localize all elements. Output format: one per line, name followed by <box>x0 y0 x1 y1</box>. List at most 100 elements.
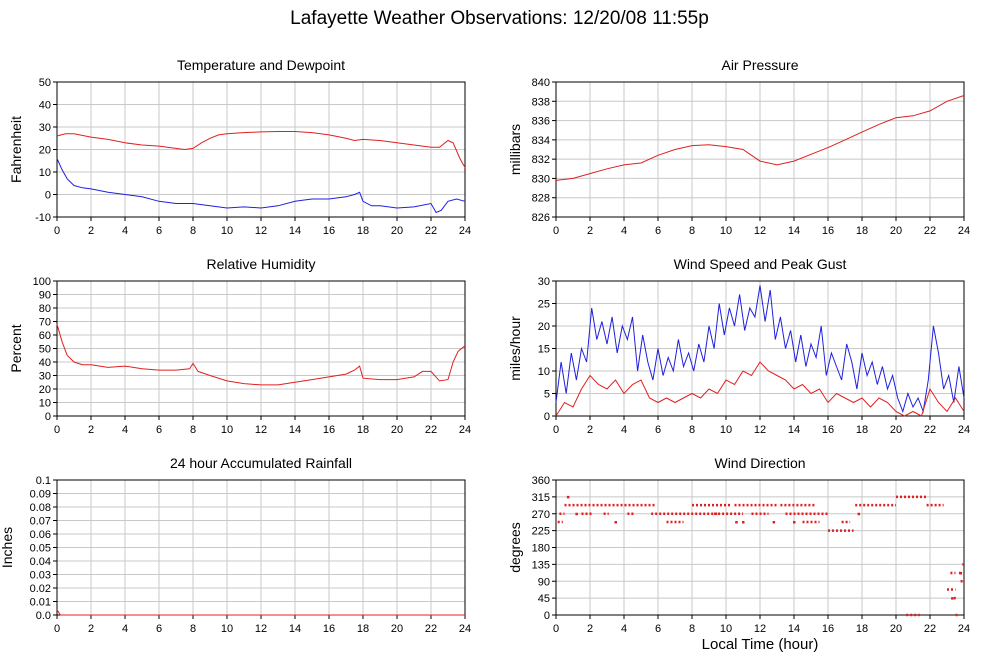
x-tick-label: 22 <box>924 623 936 635</box>
x-tick-label: 2 <box>587 424 593 436</box>
y-tick-label: 0 <box>544 411 550 423</box>
x-tick-label: 14 <box>788 623 800 635</box>
x-tick-label: 8 <box>689 623 695 635</box>
x-tick-label: 2 <box>88 623 94 635</box>
series-line-red <box>555 361 965 417</box>
x-tick-label: 24 <box>958 225 970 237</box>
x-tick-label: 8 <box>689 424 695 436</box>
x-tick-label: 10 <box>720 424 732 436</box>
y-tick-label: 0.06 <box>30 529 51 541</box>
x-tick-label: 18 <box>357 424 369 436</box>
chart-title: Air Pressure <box>721 57 798 73</box>
x-tick-label: 0 <box>553 424 559 436</box>
x-tick-label: 16 <box>323 424 335 436</box>
x-tick-label: 12 <box>255 225 267 237</box>
x-tick-label: 20 <box>890 623 902 635</box>
y-tick-label: 0.0 <box>36 610 51 622</box>
x-tick-label: 20 <box>391 424 403 436</box>
y-axis-label: Percent <box>8 324 24 372</box>
direction-point <box>566 495 570 499</box>
x-tick-label: 10 <box>221 225 233 237</box>
y-tick-label: 0.09 <box>30 489 51 501</box>
x-tick-label: 18 <box>856 424 868 436</box>
x-tick-label: 18 <box>856 623 868 635</box>
y-tick-label: 832 <box>532 154 550 166</box>
series-line-red <box>56 131 466 168</box>
x-tick-label: 0 <box>553 623 559 635</box>
y-tick-label: 50 <box>39 77 51 89</box>
direction-point <box>742 521 745 524</box>
x-tick-label: 2 <box>587 623 593 635</box>
x-tick-label: 8 <box>190 623 196 635</box>
x-tick-label: 16 <box>822 623 834 635</box>
y-tick-label: 40 <box>39 357 51 369</box>
x-tick-label: 16 <box>822 424 834 436</box>
x-tick-label: 16 <box>323 225 335 237</box>
x-tick-label: 14 <box>788 225 800 237</box>
x-tick-label: 20 <box>391 623 403 635</box>
x-tick-label: 18 <box>856 225 868 237</box>
x-tick-label: 22 <box>924 225 936 237</box>
y-tick-label: 180 <box>532 543 550 555</box>
y-tick-label: 50 <box>39 344 51 356</box>
x-tick-label: 14 <box>289 623 301 635</box>
x-tick-label: 24 <box>459 225 471 237</box>
y-tick-label: 30 <box>39 122 51 134</box>
x-tick-label: 2 <box>88 225 94 237</box>
y-tick-label: -10 <box>35 212 51 224</box>
x-tick-label: 20 <box>890 424 902 436</box>
x-tick-label: 0 <box>54 623 60 635</box>
y-tick-label: 826 <box>532 212 550 224</box>
x-tick-label: 10 <box>221 623 233 635</box>
y-tick-label: 45 <box>538 593 550 605</box>
y-tick-label: 100 <box>33 276 51 288</box>
x-tick-label: 8 <box>190 225 196 237</box>
y-axis-label: degrees <box>507 522 523 573</box>
y-axis-label: millibars <box>507 124 523 175</box>
x-tick-label: 18 <box>357 225 369 237</box>
direction-point <box>793 521 796 524</box>
y-tick-label: 10 <box>39 398 51 410</box>
y-tick-label: 0 <box>45 190 51 202</box>
x-tick-label: 18 <box>357 623 369 635</box>
y-tick-label: 0.05 <box>30 543 51 555</box>
x-tick-label: 12 <box>754 623 766 635</box>
y-tick-label: 838 <box>532 96 550 108</box>
y-axis-label: Fahrenheit <box>8 116 24 183</box>
x-tick-label: 24 <box>958 424 970 436</box>
y-tick-label: 20 <box>538 321 550 333</box>
y-tick-label: 0.03 <box>30 570 51 582</box>
x-tick-label: 12 <box>754 225 766 237</box>
y-tick-label: 70 <box>39 317 51 329</box>
x-tick-label: 8 <box>689 225 695 237</box>
series-line-blue <box>56 158 466 214</box>
x-tick-label: 6 <box>156 424 162 436</box>
chart-title: 24 hour Accumulated Rainfall <box>170 455 352 471</box>
y-tick-label: 828 <box>532 193 550 205</box>
x-tick-label: 14 <box>788 424 800 436</box>
direction-point <box>735 521 738 524</box>
y-tick-label: 0.04 <box>30 556 51 568</box>
x-tick-label: 2 <box>587 225 593 237</box>
direction-point <box>959 572 963 575</box>
y-tick-label: 0.08 <box>30 502 51 514</box>
y-tick-label: 60 <box>39 330 51 342</box>
y-tick-label: 225 <box>532 526 550 538</box>
x-tick-label: 16 <box>323 623 335 635</box>
y-tick-label: 5 <box>544 389 550 401</box>
x-tick-label: 4 <box>621 424 627 436</box>
direction-point <box>857 512 861 516</box>
direction-point <box>575 512 578 516</box>
y-tick-label: 80 <box>39 303 51 315</box>
y-tick-label: 40 <box>39 100 51 112</box>
x-tick-label: 4 <box>122 424 128 436</box>
x-tick-label: 4 <box>122 225 128 237</box>
y-tick-label: 10 <box>39 167 51 179</box>
x-tick-label: 24 <box>459 424 471 436</box>
series-line-red <box>555 95 965 181</box>
